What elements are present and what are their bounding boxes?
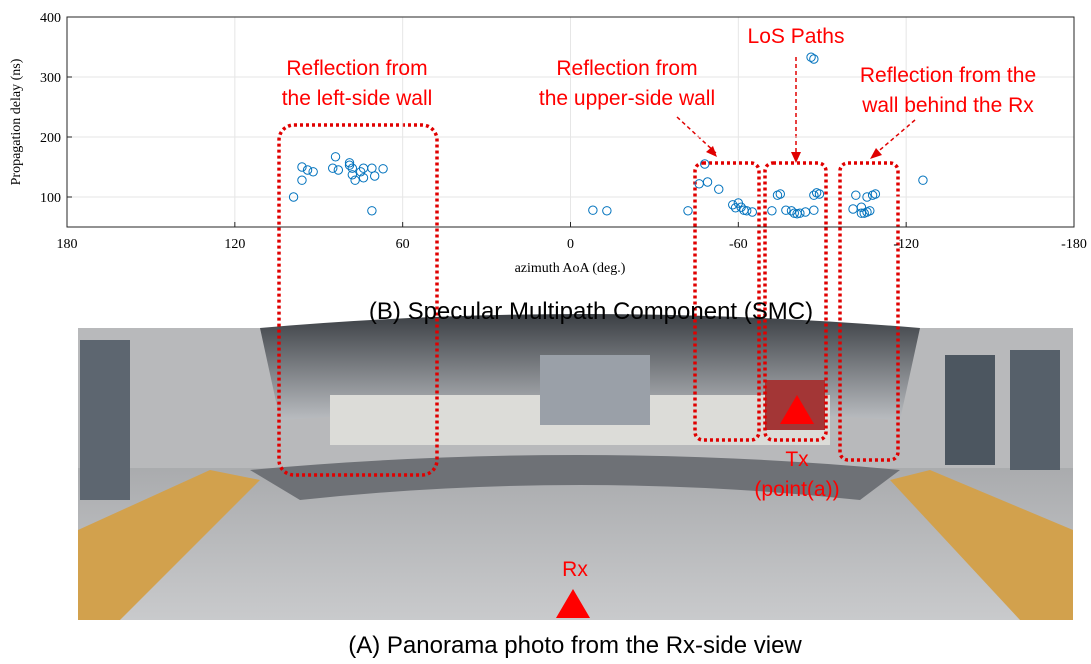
arrow-head: [706, 146, 717, 157]
point: [328, 163, 338, 173]
annotation: Reflection from the: [860, 64, 1036, 87]
point: [350, 175, 360, 185]
point: [918, 175, 928, 185]
chart-caption: (B) Specular Multipath Component (SMC): [369, 298, 813, 325]
point: [367, 206, 377, 216]
tx-marker: [780, 395, 814, 424]
point: [809, 190, 819, 200]
point: [862, 192, 872, 202]
y-tick-label: 300: [40, 71, 61, 86]
x-tick-label: 60: [396, 237, 410, 252]
x-tick-label: 120: [224, 237, 245, 252]
point: [333, 165, 344, 175]
point: [742, 206, 752, 216]
arrow: [676, 116, 718, 155]
point: [800, 207, 811, 217]
point: [297, 162, 307, 172]
point: [714, 184, 724, 194]
point: [702, 177, 713, 187]
point: [347, 170, 358, 180]
point: [344, 160, 355, 170]
point: [856, 208, 867, 218]
point: [308, 167, 318, 177]
y-tick-label: 200: [40, 131, 61, 146]
point: [848, 204, 858, 214]
point: [806, 52, 816, 62]
point: [730, 203, 741, 213]
point: [358, 173, 369, 183]
point: [728, 200, 738, 210]
x-tick-label: 180: [57, 237, 78, 252]
arrow-head: [791, 152, 801, 163]
point: [851, 190, 861, 200]
point: [809, 54, 819, 64]
x-tick-label: -60: [729, 237, 748, 252]
x-tick-label: -180: [1061, 237, 1087, 252]
x-axis-label: azimuth AoA (deg.): [515, 261, 626, 276]
point: [330, 152, 341, 162]
box-left-wall: [277, 123, 439, 477]
annotation: wall behind the Rx: [861, 94, 1034, 117]
photo-caption: (A) Panorama photo from the Rx-side view: [348, 632, 802, 659]
y-axis-label: Propagation delay (ns): [9, 58, 24, 185]
point: [747, 207, 758, 217]
point: [288, 192, 299, 202]
point: [344, 158, 355, 168]
rx-marker: [556, 589, 590, 618]
panorama-photo: [78, 314, 1073, 620]
point: [369, 171, 380, 181]
point: [870, 189, 881, 199]
annotation: Reflection from: [556, 57, 697, 80]
annotation: the left-side wall: [282, 87, 433, 110]
point: [683, 206, 693, 216]
y-tick-label: 100: [40, 191, 61, 206]
point: [700, 159, 710, 169]
x-tick-label: -120: [893, 237, 919, 252]
point: [856, 202, 867, 212]
point: [378, 164, 388, 174]
annotation: (point(a)): [754, 478, 839, 501]
annotation-boxes: [277, 57, 916, 618]
box-los: [763, 161, 828, 442]
annotation: LoS Paths: [748, 25, 845, 48]
point: [795, 208, 805, 218]
point: [781, 205, 791, 215]
point: [775, 189, 785, 199]
point: [809, 205, 819, 215]
x-tick-label: 0: [567, 237, 574, 252]
y-tick-label: 400: [40, 11, 61, 26]
point: [347, 163, 358, 173]
box-upper-wall: [693, 161, 761, 442]
point: [862, 207, 872, 217]
point: [767, 206, 777, 216]
point: [302, 165, 313, 175]
point: [588, 205, 598, 215]
annotation: the upper-side wall: [539, 87, 715, 110]
point: [814, 189, 825, 199]
box-behind-rx: [838, 161, 900, 462]
point: [367, 163, 377, 173]
arrow: [873, 119, 916, 156]
annotation: Rx: [562, 558, 588, 581]
point: [297, 175, 307, 185]
annotation: Tx: [785, 448, 809, 471]
point: [602, 206, 612, 216]
point: [786, 206, 797, 216]
arrow-head: [870, 148, 882, 159]
annotation: Reflection from: [286, 57, 427, 80]
